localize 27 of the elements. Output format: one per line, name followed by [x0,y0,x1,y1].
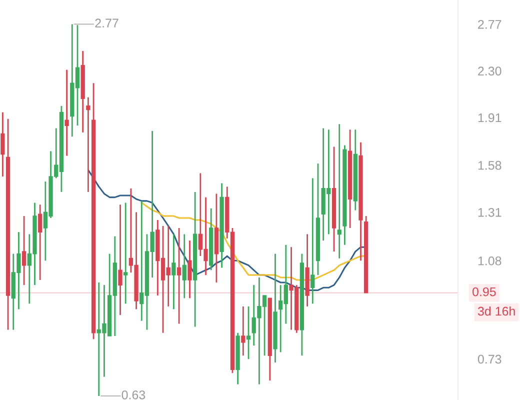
annotation: 0.63 [122,390,146,400]
candlestick [86,96,90,193]
y-tick-label: 1.08 [478,256,502,266]
candlestick [118,204,122,316]
candlestick [182,234,186,299]
ref-line-label: 0.95 [472,287,496,296]
candlestick [241,306,246,356]
candlestick [64,69,69,156]
candlestick [246,306,251,360]
candlestick [172,234,176,310]
candlestick [124,202,128,304]
line-series [87,169,367,291]
annotation: 2.77 [95,18,118,28]
y-tick-label: 1.91 [478,113,502,122]
candlestick [176,227,182,324]
candlestick [337,123,342,260]
y-tick-label: 2.30 [478,66,502,76]
candlestick [0,112,5,178]
y-tick-label: 0.73 [478,354,502,364]
text: 3d 16h [478,306,515,316]
candlestick [38,204,42,281]
candlestick [310,177,315,304]
candlestick [22,215,26,286]
y-tick-label: 1.58 [478,160,502,170]
y-tick-label: 1.31 [478,208,502,217]
candlestick [188,240,192,299]
y-tick-label: 2.77 [478,20,502,29]
